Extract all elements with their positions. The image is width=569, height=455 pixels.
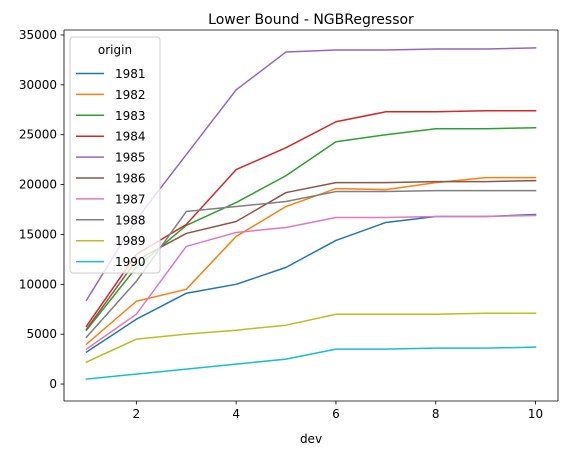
ticks-layer: 2 4 6 8 10 0 5000 10000 15000 20000 25000 30000 3500… (19, 28, 543, 421)
legend-label: 1981 (115, 67, 146, 81)
x-tick-label: 8 (432, 407, 440, 421)
legend-entry-1984: 1984 (76, 130, 146, 144)
legend-label: 1989 (115, 234, 146, 248)
series-line-1985 (85, 47, 537, 302)
series-line-1990 (85, 346, 537, 380)
legend-label: 1986 (115, 172, 146, 186)
legend-label: 1990 (115, 255, 146, 269)
legend-entry-1987: 1987 (76, 192, 146, 206)
legend-label: 1984 (115, 130, 146, 144)
x-tick-label: 10 (528, 407, 543, 421)
y-tick-label: 0 (49, 377, 57, 391)
y-tick-label: 5000 (26, 327, 57, 341)
legend-label: 1987 (115, 192, 146, 206)
series-line-1989 (85, 312, 537, 364)
legend-label: 1985 (115, 151, 146, 165)
series-line-1982 (85, 176, 537, 346)
legend: origin 198119821983198419851986198719881… (69, 36, 161, 274)
x-tick-label: 6 (332, 407, 340, 421)
legend-label: 1983 (115, 109, 146, 123)
chart-title: Lower Bound - NGBRegressor (208, 12, 414, 28)
legend-entry-1981: 1981 (76, 67, 146, 81)
legend-entry-1982: 1982 (76, 88, 146, 102)
legend-entry-1986: 1986 (76, 172, 146, 186)
y-tick-label: 10000 (19, 277, 57, 291)
legend-label: 1988 (115, 213, 146, 227)
legend-entry-1989: 1989 (76, 234, 146, 248)
y-tick-label: 35000 (19, 28, 57, 42)
y-tick-label: 20000 (19, 178, 57, 192)
series-line-1988 (85, 189, 537, 339)
x-axis-label: dev (300, 432, 322, 446)
series-line-1984 (85, 110, 537, 328)
y-tick-label: 30000 (19, 78, 57, 92)
series-line-1987 (85, 214, 537, 351)
y-tick-label: 15000 (19, 227, 57, 241)
legend-title: origin (98, 43, 132, 57)
series-layer (85, 47, 537, 380)
legend-entry-1983: 1983 (76, 109, 146, 123)
legend-entry-1990: 1990 (76, 255, 146, 269)
y-tick-label: 25000 (19, 128, 57, 142)
legend-entry-1988: 1988 (76, 213, 146, 227)
axes-layer (63, 29, 559, 402)
x-tick-label: 4 (232, 407, 240, 421)
legend-entry-1985: 1985 (76, 151, 146, 165)
legend-box (69, 36, 161, 274)
legend-label: 1982 (115, 88, 146, 102)
legend-entries: 1981 1982 1983 1984 1985 1986 1987 1988 1989 1990 (76, 67, 146, 269)
x-tick-label: 2 (133, 407, 141, 421)
